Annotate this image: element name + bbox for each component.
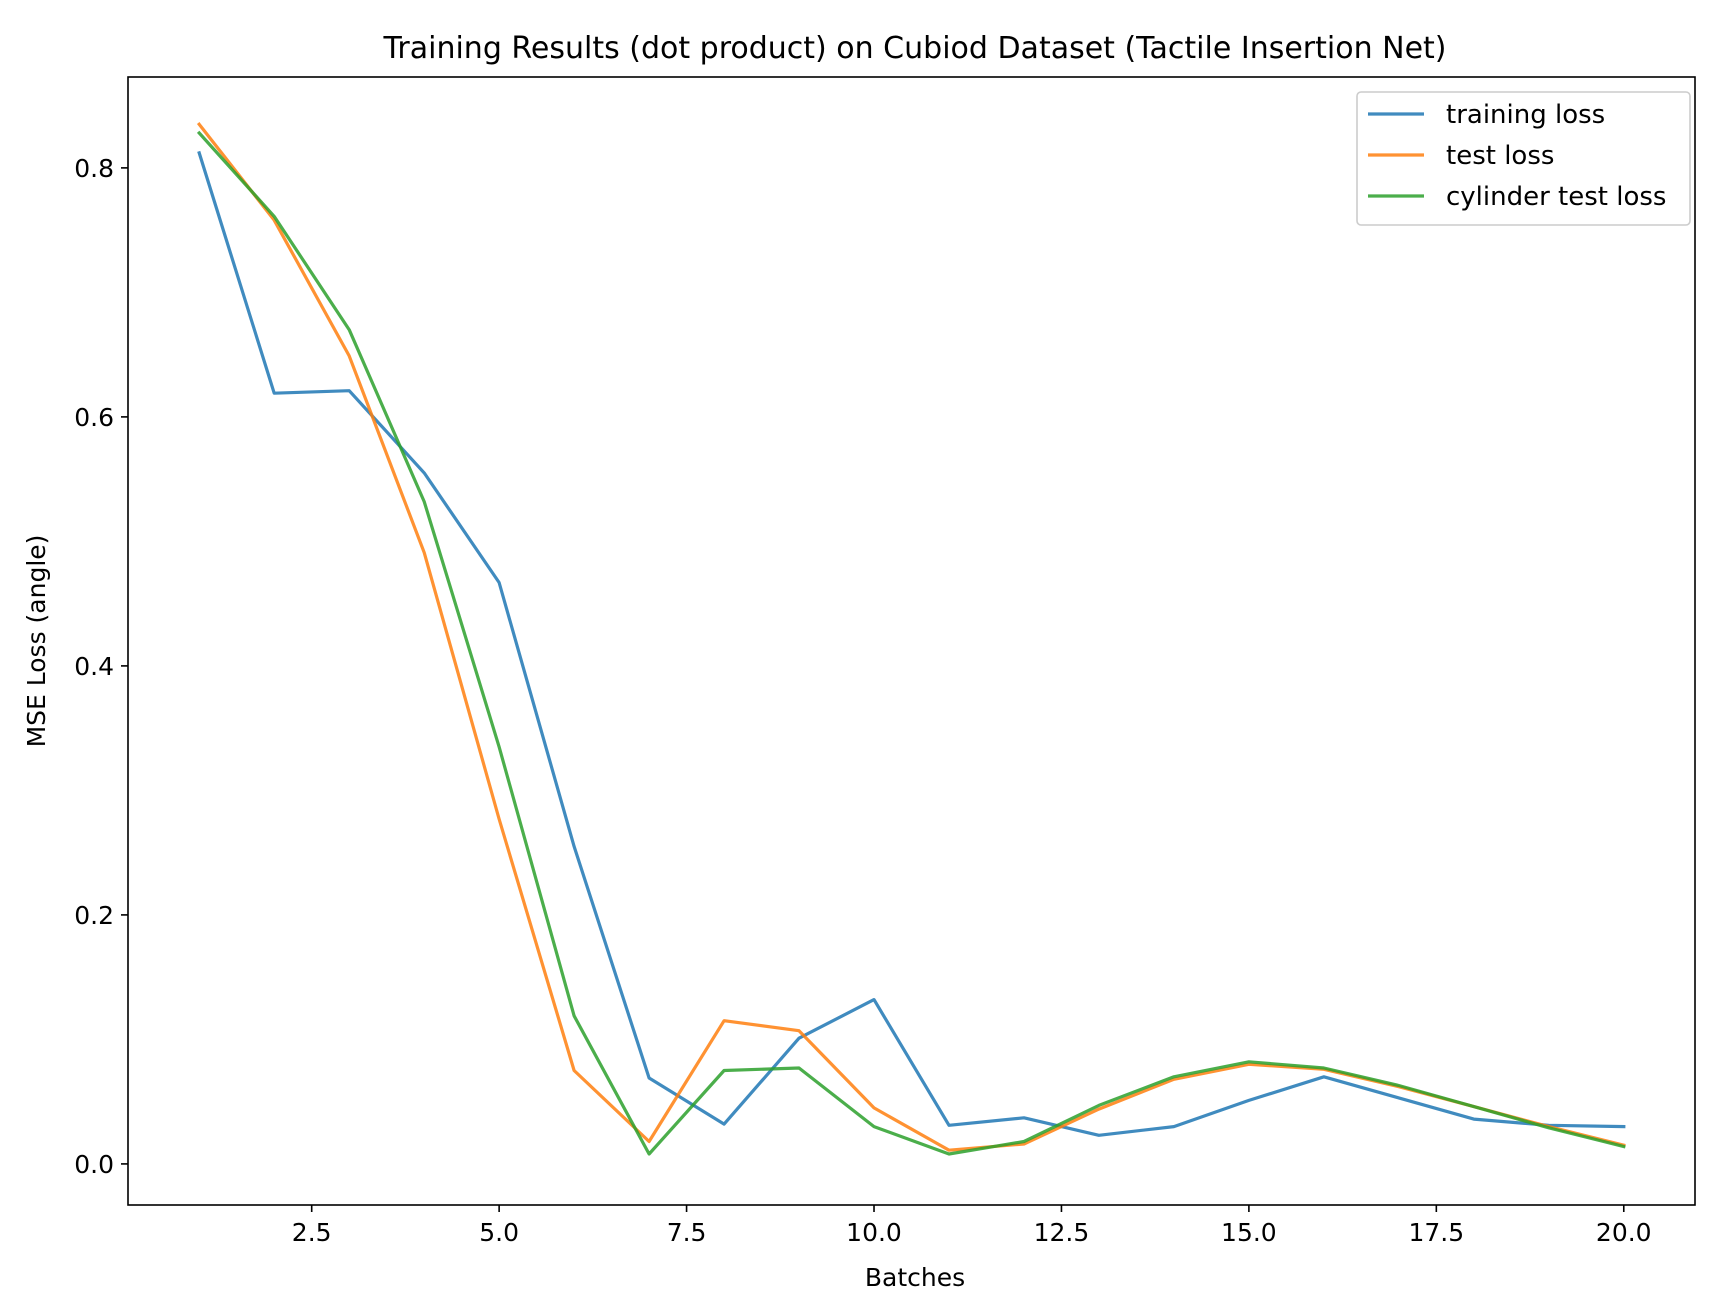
series-layer (196, 122, 1626, 1156)
x-tick-label: 7.5 (667, 1218, 707, 1247)
chart-title: Training Results (dot product) on Cubiod… (382, 31, 1446, 66)
legend: training loss test loss cylinder test loss (1356, 91, 1691, 226)
legend-box (1356, 91, 1691, 226)
legend-label: test loss (1446, 141, 1554, 171)
x-tick-label: 12.5 (1034, 1218, 1090, 1247)
x-tick-label: 10.0 (846, 1218, 902, 1247)
x-tick-label: 2.5 (292, 1218, 332, 1247)
y-tick-label: 0.6 (74, 403, 114, 432)
plot-frame (127, 76, 1696, 1206)
y-axis-ticks: 0.0 0.2 0.4 0.6 0.8 (74, 154, 128, 1179)
legend-label: cylinder test loss (1446, 182, 1666, 212)
y-axis-label: MSE Loss (angle) (22, 535, 51, 748)
x-tick-label: 20.0 (1596, 1218, 1652, 1247)
legend-label: training loss (1446, 100, 1605, 130)
series-line-training-loss (197, 150, 1626, 1137)
y-tick-label: 0.2 (74, 901, 114, 930)
x-tick-label: 5.0 (479, 1218, 519, 1247)
x-tick-label: 15.0 (1221, 1218, 1277, 1247)
y-tick-label: 0.0 (74, 1150, 114, 1179)
y-tick-label: 0.4 (74, 652, 114, 681)
y-tick-label: 0.8 (74, 154, 114, 183)
series-line-cylinder-test-loss (196, 130, 1626, 1156)
x-axis-ticks: 2.5 5.0 7.5 10.0 12.5 15.0 17.5 20.0 (292, 1205, 1652, 1247)
x-tick-label: 17.5 (1408, 1218, 1464, 1247)
x-axis-label: Batches (865, 1263, 965, 1292)
